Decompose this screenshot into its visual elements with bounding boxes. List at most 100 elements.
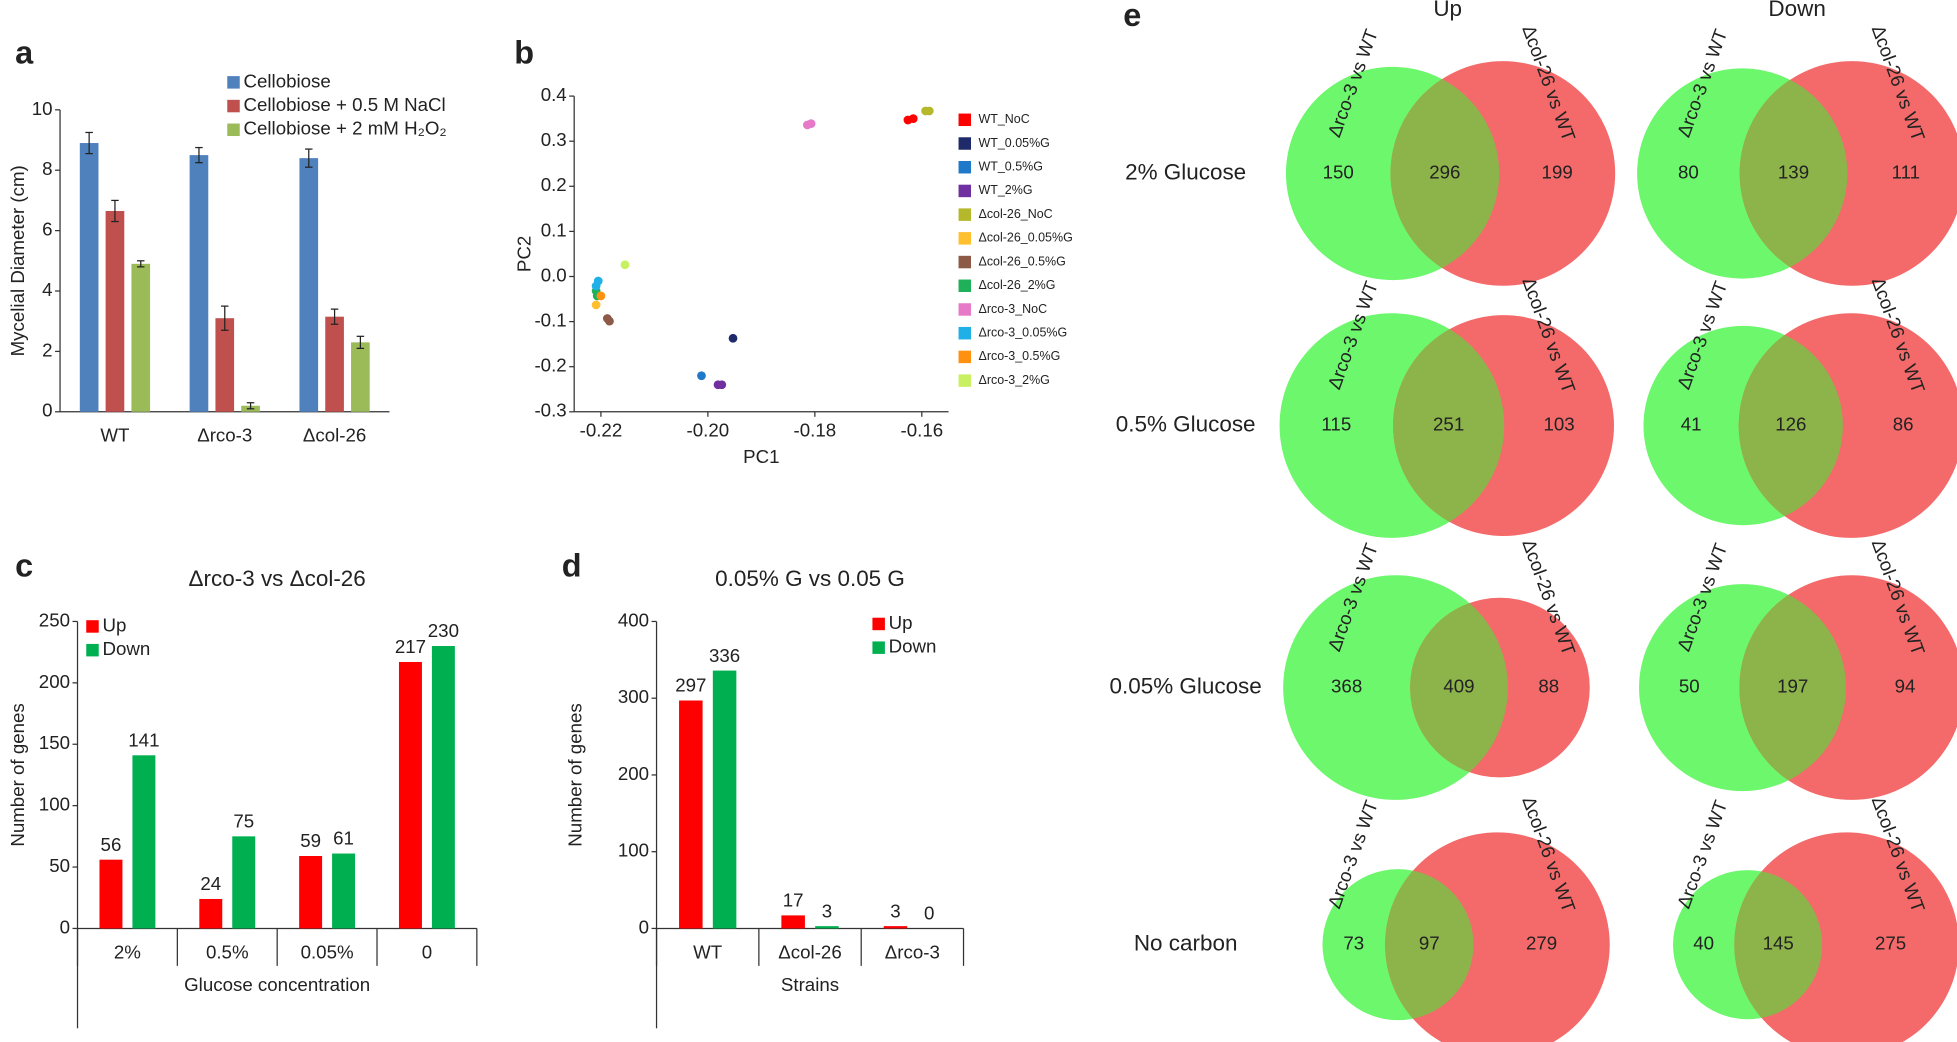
venn-overlap bbox=[1739, 584, 1846, 792]
legend-label: Cellobiose bbox=[243, 70, 330, 91]
y-tick-label: 0.3 bbox=[541, 129, 567, 150]
x-tick-label: -0.22 bbox=[580, 420, 623, 441]
y-tick-label: 150 bbox=[39, 732, 70, 753]
data-label: 24 bbox=[200, 873, 221, 894]
legend-swatch bbox=[958, 326, 972, 340]
legend-label: WT_0.05%G bbox=[979, 136, 1050, 150]
bar bbox=[131, 263, 151, 412]
legend-swatch bbox=[958, 350, 972, 364]
data-label: 230 bbox=[428, 620, 459, 641]
bar bbox=[99, 859, 123, 929]
panel-letter: b bbox=[514, 34, 534, 70]
data-label: 61 bbox=[333, 828, 354, 849]
venn-overlap bbox=[1738, 325, 1843, 526]
y-axis-label: Number of genes bbox=[565, 703, 586, 846]
count: 126 bbox=[1775, 413, 1806, 434]
error-bar bbox=[195, 146, 203, 164]
count: 97 bbox=[1419, 933, 1440, 954]
data-label: 3 bbox=[890, 900, 900, 921]
count: 145 bbox=[1763, 933, 1794, 954]
x-tick-label: -0.20 bbox=[687, 420, 730, 441]
panel-letter: a bbox=[15, 34, 34, 70]
legend-label: Δrco-3_0.05%G bbox=[979, 325, 1068, 339]
y-tick-label: 200 bbox=[618, 763, 649, 784]
count: 199 bbox=[1542, 161, 1573, 182]
legend-swatch bbox=[958, 232, 972, 245]
chart-title: Δrco-3 vs Δcol-26 bbox=[189, 566, 366, 591]
y-tick-label: 300 bbox=[618, 686, 649, 707]
point bbox=[620, 260, 630, 270]
bar bbox=[105, 210, 125, 412]
point bbox=[591, 281, 601, 291]
bar bbox=[132, 755, 156, 929]
bar bbox=[712, 670, 737, 929]
data-label: 297 bbox=[675, 675, 706, 696]
y-tick-label: 0 bbox=[639, 916, 649, 937]
bar bbox=[351, 342, 370, 412]
data-label: 59 bbox=[300, 830, 321, 851]
y-tick-label: 250 bbox=[39, 609, 70, 630]
count: 150 bbox=[1323, 161, 1354, 182]
legend-label: Up bbox=[889, 612, 913, 633]
x-tick-label: 0.5% bbox=[206, 941, 249, 962]
legend-swatch bbox=[227, 123, 240, 137]
point bbox=[728, 333, 738, 343]
y-axis-label: Number of genes bbox=[7, 703, 28, 846]
row-label: 2% Glucose bbox=[1125, 159, 1246, 184]
point bbox=[697, 371, 706, 381]
point bbox=[806, 119, 816, 128]
y-tick-label: 400 bbox=[618, 609, 649, 630]
bar bbox=[79, 143, 99, 412]
point bbox=[924, 106, 934, 116]
bar bbox=[332, 853, 356, 929]
legend-swatch bbox=[227, 76, 240, 89]
count: 41 bbox=[1681, 413, 1702, 434]
column-header: Down bbox=[1768, 0, 1825, 21]
y-axis-label: PC2 bbox=[513, 236, 534, 272]
legend-label: Δrco-3_0.5%G bbox=[979, 349, 1061, 363]
y-axis-label: Mycelial Diameter (cm) bbox=[7, 165, 28, 356]
x-tick-label: Δcol-26 bbox=[303, 425, 366, 446]
y-tick-label: 2 bbox=[42, 339, 52, 360]
legend-label: Δrco-3_2%G bbox=[979, 373, 1050, 387]
data-label: 75 bbox=[233, 811, 254, 832]
bar bbox=[199, 898, 223, 929]
data-label: 217 bbox=[395, 636, 426, 657]
data-label: 56 bbox=[101, 834, 122, 855]
legend-swatch bbox=[958, 374, 972, 387]
legend-label: Δcol-26_0.5%G bbox=[979, 254, 1066, 268]
count: 251 bbox=[1433, 413, 1464, 434]
count: 279 bbox=[1526, 933, 1557, 954]
legend-swatch bbox=[958, 113, 972, 127]
y-tick-label: -0.3 bbox=[534, 400, 566, 421]
x-tick-label: WT bbox=[100, 425, 129, 446]
y-tick-label: 6 bbox=[42, 219, 52, 240]
bar bbox=[398, 661, 422, 929]
error-bar bbox=[221, 305, 229, 331]
count: 86 bbox=[1893, 413, 1914, 434]
x-tick-label: -0.18 bbox=[794, 420, 837, 441]
y-tick-label: 0 bbox=[60, 916, 70, 937]
legend-label: Down bbox=[889, 636, 937, 657]
count: 115 bbox=[1321, 413, 1351, 434]
legend-label: Δcol-26_NoC bbox=[979, 207, 1053, 221]
point bbox=[596, 291, 606, 301]
column-header: Up bbox=[1433, 0, 1462, 21]
legend-swatch bbox=[86, 620, 99, 633]
count: 296 bbox=[1429, 161, 1460, 182]
bar bbox=[299, 855, 323, 929]
x-axis-label: PC1 bbox=[743, 446, 779, 467]
point bbox=[908, 114, 918, 124]
x-tick-label: 2% bbox=[114, 941, 141, 962]
legend-label: WT_NoC bbox=[979, 112, 1030, 126]
venn-overlap bbox=[1739, 68, 1848, 279]
y-tick-label: 0.2 bbox=[541, 174, 567, 195]
x-tick-label: Δrco-3 bbox=[197, 425, 252, 446]
x-tick-label: 0 bbox=[422, 941, 432, 962]
legend-swatch bbox=[958, 184, 972, 198]
legend-swatch bbox=[958, 208, 972, 221]
y-tick-label: 100 bbox=[618, 840, 649, 861]
row-label: 0.5% Glucose bbox=[1116, 411, 1256, 436]
venn-overlap bbox=[1393, 315, 1505, 536]
